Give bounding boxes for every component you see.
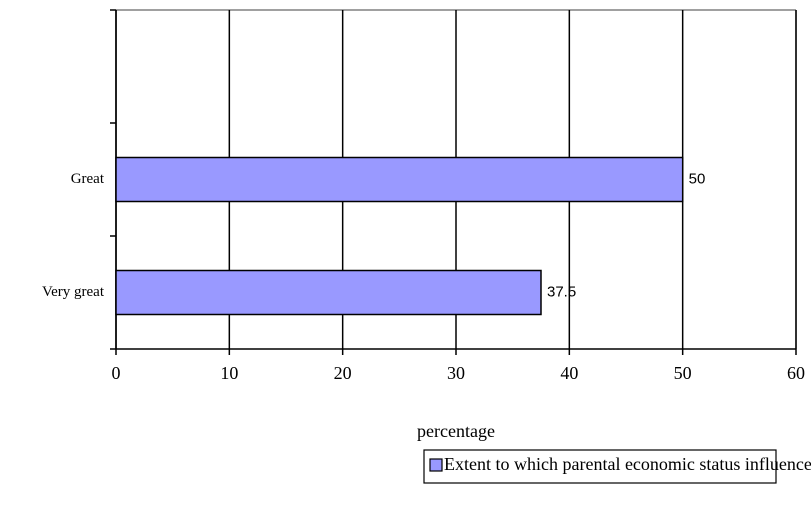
value-label: 50 (689, 170, 706, 187)
legend-swatch (429, 458, 443, 472)
x-tick-label: 20 (334, 363, 352, 383)
value-label: 37.5 (547, 283, 576, 300)
legend-box (423, 449, 777, 484)
y-tick-label: Very great (42, 284, 105, 300)
x-tick-label: 30 (447, 363, 465, 383)
x-tick-label: 40 (560, 363, 578, 383)
x-tick-label: 10 (220, 363, 238, 383)
bar (115, 269, 542, 316)
x-tick-label: 60 (787, 363, 805, 383)
y-tick-label: Great (71, 171, 105, 187)
x-axis-title: percentage (417, 421, 495, 441)
x-tick-label: 0 (112, 363, 121, 383)
x-tick-label: 50 (674, 363, 692, 383)
bar (115, 156, 684, 203)
legend-label: Extent to which parental economic status… (444, 454, 811, 474)
